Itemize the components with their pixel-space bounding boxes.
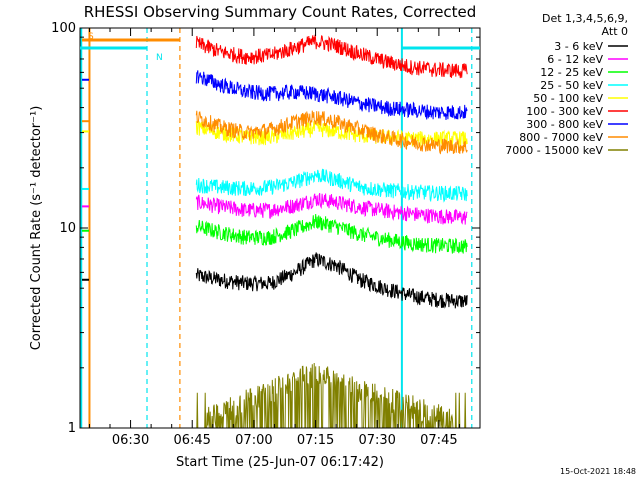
y-tick-label: 10 [59,221,76,236]
legend-entry-label: 50 - 100 keV [533,92,603,105]
series-line [195,34,468,79]
y-axis-label: Corrected Count Rate (s⁻¹ detector⁻¹) [29,106,44,351]
x-tick-label: 07:00 [235,433,272,448]
x-tick-label: 07:45 [420,433,457,448]
legend-entry-label: 3 - 6 keV [554,40,603,53]
series-line [195,119,468,147]
legend-entry-label: 25 - 50 keV [540,79,603,92]
legend-entry-label: 6 - 12 keV [547,53,603,66]
y-tick-label: 1 [68,421,76,436]
timestamp-label: 15-Oct-2021 18:48 [560,467,636,476]
series-line [195,193,468,225]
x-axis-label: Start Time (25-Jun-07 06:17:42) [176,455,384,470]
legend-header: Det 1,3,4,5,6,9, [542,12,628,25]
legend-entry-label: 12 - 25 keV [540,66,603,79]
y-tick-label: 100 [51,21,76,36]
series-line [195,213,468,254]
series-line [195,252,468,309]
chart-title: RHESSI Observing Summary Count Rates, Co… [84,3,477,21]
flag-label: S [88,32,94,42]
legend-entry-label: 300 - 800 keV [526,118,603,131]
legend-header: Att 0 [602,25,628,38]
legend-entry-label: 100 - 300 keV [526,105,603,118]
series-line [196,362,468,429]
legend-entry-label: 800 - 7000 keV [519,131,603,144]
flag-label: N [156,53,163,63]
x-tick-label: 06:45 [173,433,210,448]
series-line [195,168,468,203]
series-line [195,70,468,120]
legend-entry-label: 7000 - 15000 keV [505,144,603,157]
x-tick-label: 07:15 [297,433,334,448]
x-tick-label: 06:30 [112,433,149,448]
x-tick-label: 07:30 [358,433,395,448]
plot-frame [79,27,481,429]
series-line [195,110,468,155]
